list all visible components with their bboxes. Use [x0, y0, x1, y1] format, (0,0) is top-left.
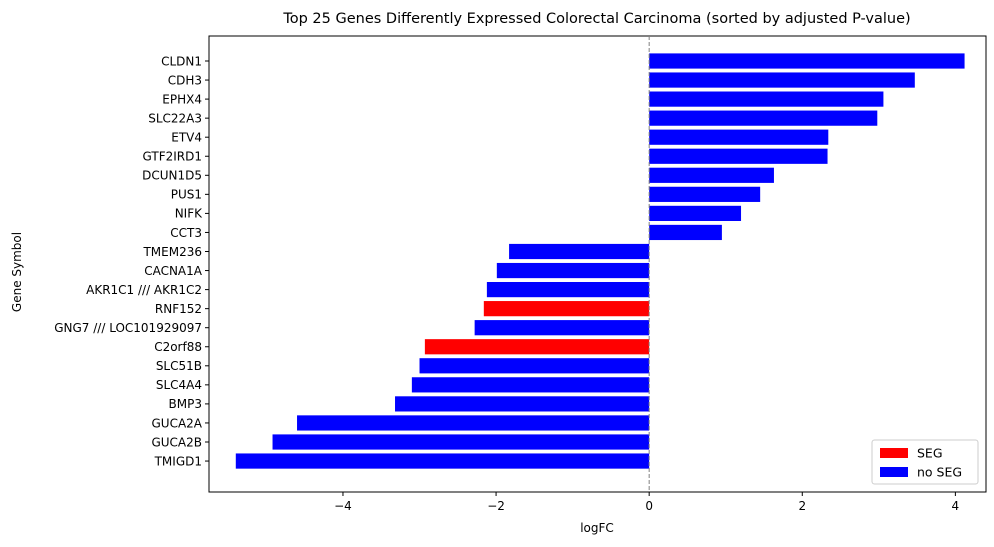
- bar-bmp3: [395, 396, 650, 412]
- bar-tmigd1: [235, 453, 650, 469]
- legend: SEG no SEG: [871, 439, 979, 485]
- x-tick-label: −2: [487, 499, 505, 513]
- x-tick-label: 0: [645, 499, 653, 513]
- y-tick-label: NIFK: [175, 207, 203, 221]
- bar-cdh3: [649, 72, 915, 88]
- bar-guca2b: [272, 434, 650, 450]
- x-tick-label: 4: [952, 499, 960, 513]
- y-tick-label: PUS1: [171, 188, 202, 202]
- bar-guca2a: [297, 415, 650, 431]
- bar-pus1: [649, 186, 761, 202]
- bar-dcun1d5: [649, 167, 774, 183]
- bar-c2orf88: [424, 339, 650, 355]
- y-tick-label: CDH3: [168, 73, 202, 87]
- plot-area: CLDN1 CDH3 EPHX4 SLC22A3 ETV4 GTF2IRD1 DCUN1D5…: [54, 35, 987, 513]
- bar-cct3: [649, 224, 722, 241]
- y-tick-label: GUCA2B: [151, 435, 202, 449]
- bar-tmem236: [509, 243, 650, 260]
- bar-rnf152: [483, 301, 650, 317]
- y-tick-label: ETV4: [171, 131, 202, 145]
- bar-cacna1a: [496, 262, 650, 279]
- x-axis-label: logFC: [580, 521, 614, 535]
- y-tick-label: RNF152: [155, 302, 202, 316]
- y-tick-label: TMEM236: [142, 245, 202, 259]
- y-tick-label: GTF2IRD1: [143, 150, 203, 164]
- bar-nifk: [649, 205, 742, 221]
- x-tick-label: 2: [798, 499, 806, 513]
- y-tick-label: CLDN1: [161, 54, 202, 68]
- legend-swatch: [880, 467, 908, 477]
- bar-slc4a4: [411, 377, 650, 393]
- bar-gtf2ird1: [649, 148, 828, 164]
- y-tick-label: SLC4A4: [156, 378, 202, 392]
- y-tick-label: C2orf88: [154, 340, 202, 354]
- y-tick-label: GUCA2A: [151, 416, 202, 430]
- bar-slc22a3: [649, 110, 878, 126]
- bar-akr1c1-akr1c2: [486, 282, 650, 298]
- legend-label: no SEG: [917, 465, 962, 480]
- y-tick-label: GNG7 /// LOC101929097: [54, 321, 202, 335]
- y-tick-label: CCT3: [170, 226, 202, 240]
- y-tick-label: CACNA1A: [144, 264, 203, 278]
- bar-slc51b: [419, 358, 650, 374]
- legend-label: SEG: [917, 446, 943, 461]
- y-tick-label: AKR1C1 /// AKR1C2: [86, 283, 202, 297]
- plot-frame: [208, 35, 987, 493]
- y-tick-label: SLC51B: [156, 359, 202, 373]
- x-tick-label: −4: [334, 499, 352, 513]
- bar-etv4: [649, 129, 829, 145]
- bar-ephx4: [649, 91, 884, 107]
- y-tick-label: SLC22A3: [148, 111, 202, 125]
- y-tick-label: BMP3: [169, 397, 202, 411]
- y-tick-label: TMIGD1: [154, 454, 202, 468]
- y-tick-label: EPHX4: [162, 92, 202, 106]
- y-tick-label: DCUN1D5: [142, 169, 202, 183]
- chart-title: Top 25 Genes Differently Expressed Color…: [282, 11, 910, 27]
- bar-cldn1: [649, 53, 965, 69]
- legend-swatch: [880, 448, 908, 458]
- bar-gng7-loc101929097: [474, 320, 650, 336]
- y-axis-label: Gene Symbol: [10, 232, 24, 312]
